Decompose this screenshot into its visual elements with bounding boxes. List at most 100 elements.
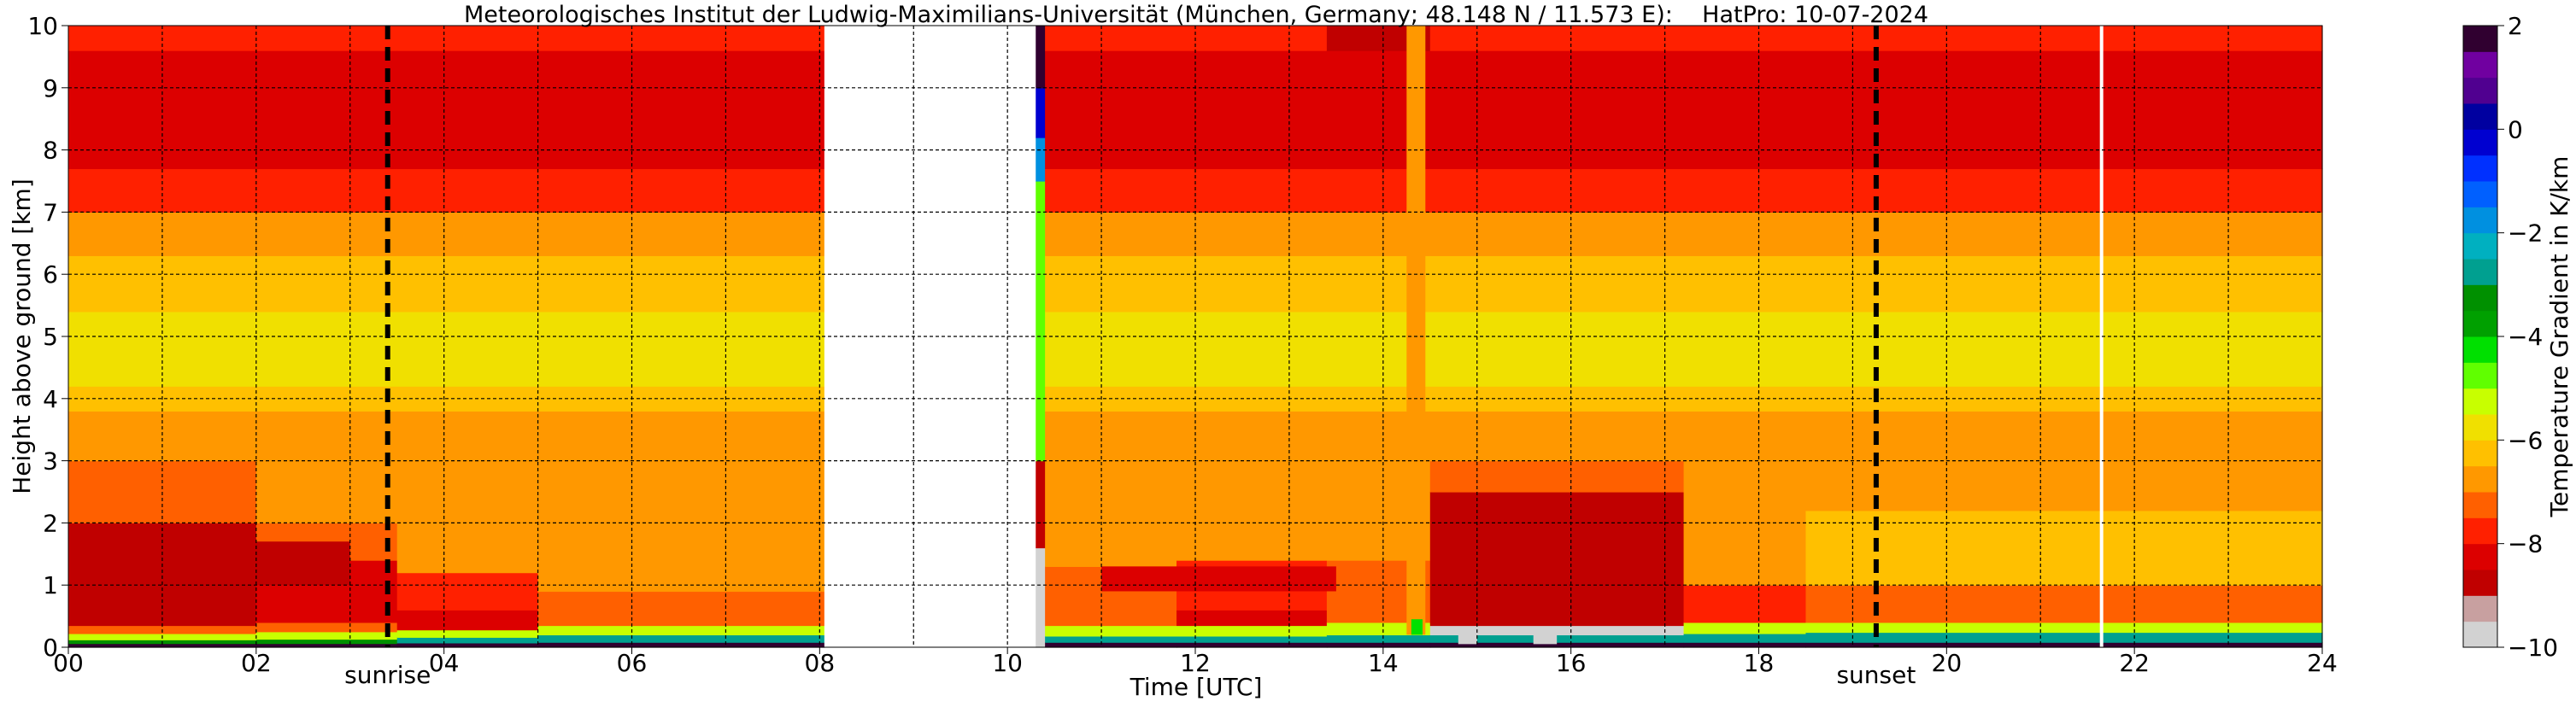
x-tick-label: 02 [241,649,272,677]
heat-cell [396,311,539,387]
colorbar-cell [2463,517,2497,545]
x-tick-label: 14 [1368,649,1399,677]
y-tick-label: 2 [43,509,58,537]
heat-cell [1429,634,1685,643]
x-axis-label: Time [UTC] [1130,673,1263,701]
heat-cell [1177,460,1328,561]
y-axis-label: Height above ground [km] [8,178,36,494]
heat-cell [1177,50,1328,170]
heat-cell [1429,168,1685,213]
heat-cell [1036,137,1046,182]
heat-cell [1683,255,1807,313]
heat-cell [1036,87,1046,138]
heat-patch [1101,566,1336,592]
heat-cell [1429,255,1685,313]
heat-cell [255,460,398,523]
plot-area [67,25,2323,648]
y-tick-label: 0 [43,634,58,662]
x-tick-label: 04 [429,649,460,677]
heat-cell [1045,50,1177,170]
heat-cell [1045,411,1177,462]
heat-cell [1045,635,1177,643]
colorbar-cell [2463,543,2497,570]
heat-cell [396,629,539,638]
heat-cell [1683,642,1807,648]
heat-cell [1805,50,2323,170]
heat-cell [1805,212,2323,256]
colorbar-cell [2463,129,2497,156]
heat-cell [537,311,825,387]
event-lines [384,26,1879,647]
heat-cell [1036,460,1046,549]
x-tick-label: 20 [1932,649,1963,677]
colorbar-cell [2463,155,2497,182]
heat-cell [1805,411,2323,462]
heat-cell [1683,311,1807,387]
heat-cell [255,622,398,633]
heat-cell [1429,411,1685,462]
x-tick-label: 06 [617,649,648,677]
x-tick-label: 08 [805,649,836,677]
heat-cell [1683,585,1807,623]
heatmap-cells [68,26,2323,648]
grid-lines [68,26,2322,647]
heat-patch [1533,628,1558,645]
heat-cell [255,26,398,51]
y-tick-label: 8 [43,137,58,165]
heat-cell [537,168,825,213]
heat-cell [255,639,398,645]
colorbar-cell [2463,51,2497,79]
colorbar: 2 0 −2 −4 −6 −8 −10 Temperature Gradient in K/… [2462,12,2573,662]
x-tick-label: 18 [1744,649,1775,677]
colorbar-cells [2463,26,2497,648]
y-tick-label: 1 [43,571,58,599]
heat-cell [1805,642,2323,648]
y-tick-label: 10 [27,12,58,40]
y-tick-label: 7 [43,198,58,226]
heat-cell [1683,50,1807,170]
heat-cell [537,26,825,51]
heat-patch [1458,628,1477,645]
heat-cell [255,411,398,462]
x-axis-ticks: 00 02 04 06 08 10 12 14 16 18 20 22 24 [53,647,2338,677]
heat-cell [1805,632,2323,643]
heat-cell [396,460,539,574]
colorbar-cell [2463,465,2497,493]
heat-cell [396,50,539,170]
colorbar-cell [2463,621,2497,648]
heat-cell [1683,168,1807,213]
x-tick-label: 22 [2119,649,2150,677]
x-tick-label: 12 [1180,649,1211,677]
heat-cell [1036,547,1046,648]
heat-cell [255,631,398,640]
colorbar-cell [2463,362,2497,389]
heat-cell [1683,622,1807,634]
heat-cell [396,255,539,313]
colorbar-cell [2463,207,2497,234]
heat-cell [1177,26,1328,51]
heat-cell [1045,168,1177,213]
heat-cell [1805,460,2323,511]
colorbar-cell [2463,77,2497,104]
heat-cell [396,212,539,256]
heat-cell [1177,635,1328,643]
heat-cell [1045,311,1177,387]
heat-cell [1326,634,1431,643]
colorbar-cell [2463,181,2497,207]
colorbar-cell [2463,440,2497,467]
heat-cell [537,212,825,256]
heat-cell [255,311,398,387]
heat-cell [1177,610,1328,627]
y-tick-label: 4 [43,385,58,413]
heat-cell [396,26,539,51]
heat-cell [396,610,539,631]
heat-patch [1406,26,1426,635]
heat-cell [1045,255,1177,313]
heat-cell [1683,212,1807,256]
x-tick-label: 16 [1556,649,1587,677]
heat-cell [1045,625,1177,637]
colorbar-tick-label: 0 [2508,115,2523,143]
x-tick-label: 24 [2307,649,2338,677]
